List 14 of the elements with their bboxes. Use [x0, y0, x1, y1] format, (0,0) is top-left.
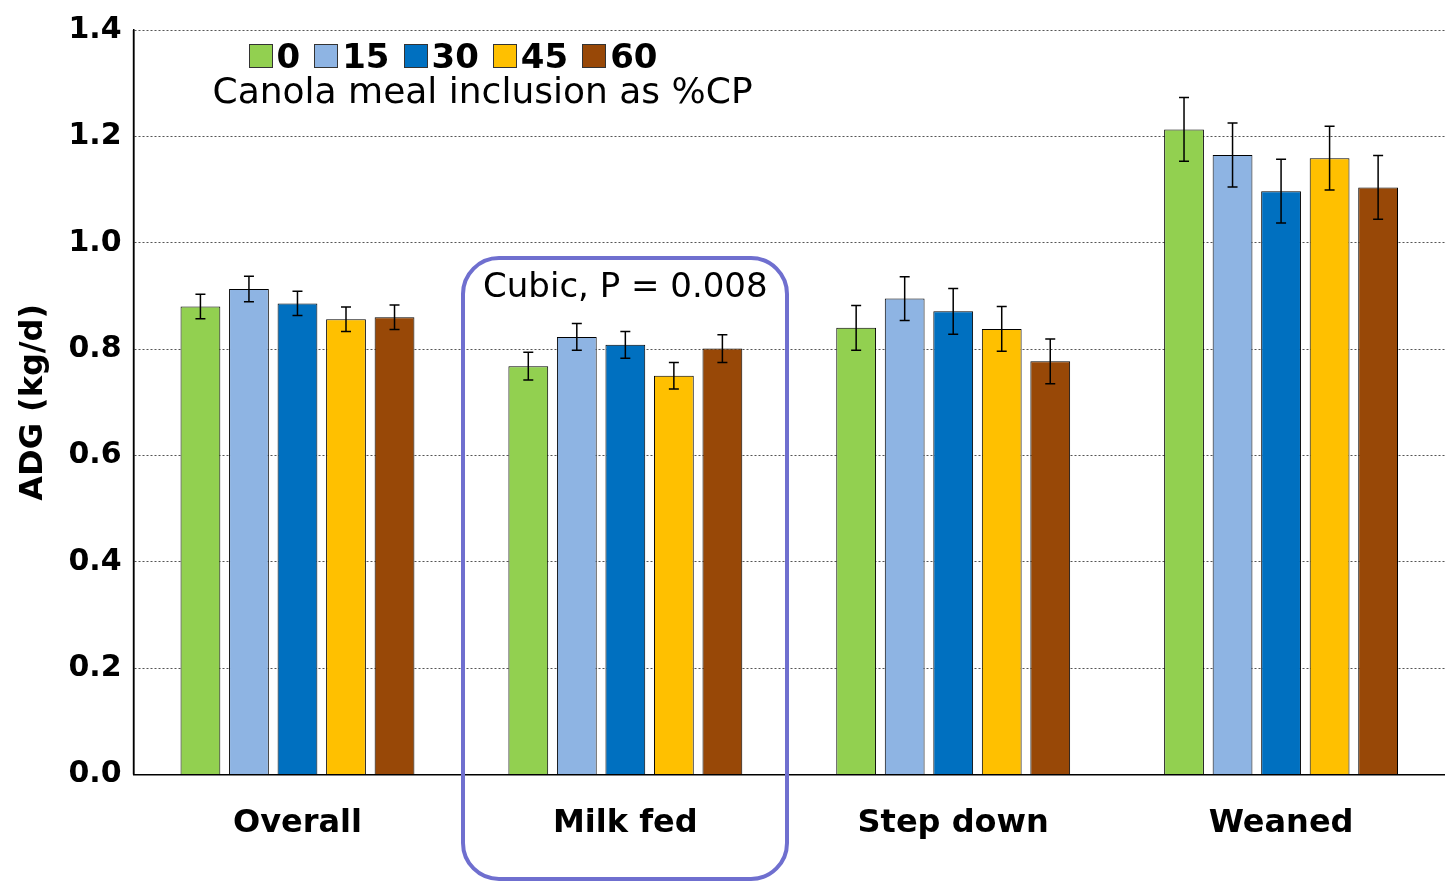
x-tick-label: Weaned — [1208, 802, 1354, 841]
y-tick-label: 0.2 — [68, 648, 122, 684]
x-tick-label: Milk fed — [552, 802, 698, 841]
y-tick-label: 1.4 — [68, 9, 122, 45]
y-tick-label: 0.6 — [68, 435, 122, 471]
x-tick-label: Step down — [857, 802, 1049, 841]
y-axis-title: ADG (kg/d) — [11, 303, 50, 501]
x-tick-label: Overall — [232, 802, 363, 841]
y-tick-label: 0.4 — [68, 541, 122, 577]
annotation: Cubic, P = 0.008 — [483, 265, 768, 306]
y-tick-label: 1.0 — [68, 222, 122, 258]
y-tick-label: 1.2 — [68, 116, 122, 152]
y-tick-label: 0.8 — [68, 328, 122, 364]
y-tick-label: 0.0 — [68, 754, 122, 790]
